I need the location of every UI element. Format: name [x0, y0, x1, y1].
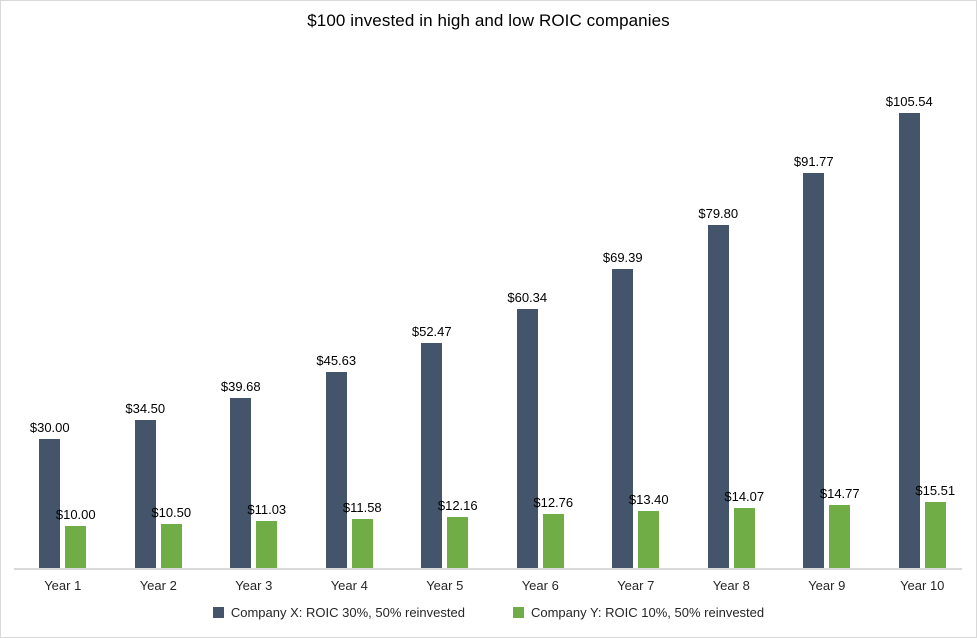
x-axis-category-label: Year 8	[712, 578, 750, 593]
bar-group-year-3: $39.68 $11.03 Year 3	[206, 51, 302, 593]
x-axis-line	[14, 568, 962, 570]
bar-value-label: $10.50	[151, 505, 192, 520]
bar-value-label: $11.58	[342, 500, 382, 515]
x-axis-category-label: Year 5	[426, 578, 464, 593]
bar-group-year-7: $69.39 $13.40 Year 7	[588, 51, 684, 593]
bar-series1-year-2: $34.50	[125, 401, 165, 569]
bar-group-year-5: $52.47 $12.16 Year 5	[397, 51, 493, 593]
bar-series2-year-8: $14.07	[724, 489, 764, 569]
bar-group-year-8: $79.80 $14.07 Year 8	[684, 51, 780, 593]
bar-value-label: $15.51	[915, 483, 956, 498]
bar-series1-year-8: $79.80	[698, 206, 738, 569]
bar-series2-year-1: $10.00	[56, 507, 96, 569]
bar-series2-year-7: $13.40	[629, 492, 669, 569]
bar-series1-year-4: $45.63	[316, 353, 356, 569]
bar-series2-year-3: $11.03	[247, 502, 286, 569]
bar-series1-year-5: $52.47	[412, 324, 452, 569]
x-axis-category-label: Year 7	[617, 578, 655, 593]
bar-value-label: $52.47	[411, 324, 452, 339]
bar-value-label: $30.00	[29, 420, 70, 435]
bar-series2-year-4: $11.58	[343, 500, 382, 569]
bar-group-year-2: $34.50 $10.50 Year 2	[111, 51, 207, 593]
chart-title: $100 invested in high and low ROIC compa…	[307, 11, 670, 30]
bar-group-year-9: $91.77 $14.77 Year 9	[779, 51, 875, 593]
bar-group-year-4: $45.63 $11.58 Year 4	[302, 51, 398, 593]
bar-value-label: $60.34	[507, 290, 548, 305]
legend: Company X: ROIC 30%, 50% reinvested Compa…	[1, 605, 976, 620]
bar-value-label: $105.54	[885, 94, 933, 109]
bar-value-label: $69.39	[602, 250, 643, 265]
bar-value-label: $91.77	[793, 154, 834, 169]
bar-value-label: $34.50	[125, 401, 166, 416]
bar-value-label: $10.00	[55, 507, 96, 522]
legend-item-series2: Company Y: ROIC 10%, 50% reinvested	[512, 605, 765, 620]
bar-value-label: $14.07	[724, 489, 765, 504]
legend-item-label: Company X: ROIC 30%, 50% reinvested	[230, 605, 465, 620]
bar-series2-year-5: $12.16	[438, 498, 478, 569]
bar-value-label: $45.63	[316, 353, 357, 368]
bar-series1-year-9: $91.77	[794, 154, 834, 569]
bar-value-label: $13.40	[628, 492, 669, 507]
bar-series1-year-1: $30.00	[30, 420, 70, 569]
bar-value-label: $11.03	[247, 502, 287, 517]
bar-group-year-6: $60.34 $12.76 Year 6	[493, 51, 589, 593]
bar-group-year-10: $105.54 $15.51 Year 10	[875, 51, 971, 593]
bar-series1-year-7: $69.39	[603, 250, 643, 569]
legend-swatch-icon	[512, 607, 524, 618]
x-axis-category-label: Year 9	[808, 578, 846, 593]
plot-area: $30.00 $10.00 Year 1 $34.50 $10.50 Year 2 $39.…	[15, 51, 971, 593]
legend-item-label: Company Y: ROIC 10%, 50% reinvested	[530, 605, 765, 620]
bar-value-label: $12.16	[437, 498, 478, 513]
x-axis-category-label: Year 2	[139, 578, 177, 593]
bar-series2-year-2: $10.50	[151, 505, 191, 569]
legend-swatch-icon	[212, 607, 224, 618]
bar-value-label: $39.68	[220, 379, 261, 394]
bar-series1-year-10: $105.54	[886, 94, 933, 569]
legend-item-series1: Company X: ROIC 30%, 50% reinvested	[212, 605, 465, 620]
bar-series2-year-10: $15.51	[915, 483, 955, 569]
bar-value-label: $79.80	[698, 206, 739, 221]
bar-value-label: $14.77	[819, 486, 860, 501]
x-axis-category-label: Year 4	[330, 578, 368, 593]
x-axis-category-label: Year 3	[235, 578, 273, 593]
bar-series2-year-6: $12.76	[533, 495, 573, 569]
x-axis-category-label: Year 10	[900, 578, 945, 593]
bar-group-year-1: $30.00 $10.00 Year 1	[15, 51, 111, 593]
bar-series2-year-9: $14.77	[820, 486, 860, 569]
bar-series1-year-3: $39.68	[221, 379, 261, 569]
x-axis-category-label: Year 1	[44, 578, 82, 593]
bar-value-label: $12.76	[533, 495, 574, 510]
x-axis-category-label: Year 6	[521, 578, 559, 593]
bar-series1-year-6: $60.34	[507, 290, 547, 569]
